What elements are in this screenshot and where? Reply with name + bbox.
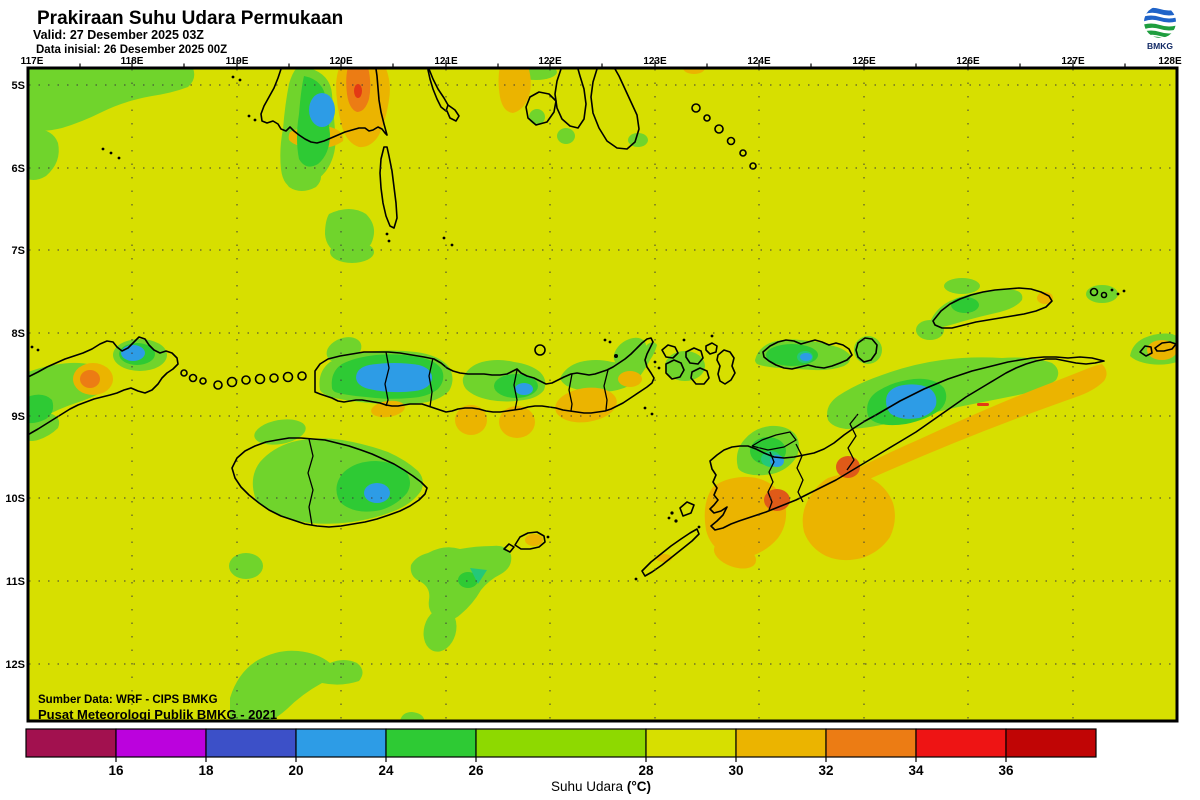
longitude-labels: 117E 118E 119E 120E 121E 122E 123E 124E … (21, 56, 1182, 67)
colorbar-tick-label: 36 (998, 763, 1014, 778)
legend-cell (475, 728, 647, 758)
lat-label: 5S (12, 80, 25, 92)
lat-label: 11S (6, 576, 25, 588)
colorbar-tick-label: 26 (468, 763, 484, 778)
lon-label: 127E (1061, 56, 1085, 67)
lat-label: 12S (5, 659, 25, 671)
lon-label: 122E (538, 56, 562, 67)
longitude-ticks (79, 60, 1126, 67)
lon-label: 120E (329, 56, 353, 67)
lon-label: 118E (121, 56, 144, 67)
lat-label: 9S (12, 411, 25, 423)
lon-label: 123E (643, 56, 667, 67)
islet-specks (30, 75, 1126, 581)
map-frame (26, 66, 1179, 723)
lon-label: 125E (852, 56, 876, 67)
lon-label: 128E (1158, 56, 1182, 67)
init-time-label: Data inisial: 26 Desember 2025 00Z (36, 44, 227, 56)
lon-label: 126E (956, 56, 980, 67)
colorbar-tick-label: 28 (638, 763, 654, 778)
valid-time-label: Valid: 27 Desember 2025 03Z (33, 28, 204, 42)
colorbar-tick-label: 30 (728, 763, 743, 778)
temperature-colorbar: 16 18 20 24 26 28 30 32 34 36 Suhu Udara… (25, 728, 1097, 794)
legend-cell (825, 728, 917, 758)
legend-cell (735, 728, 827, 758)
legend-cell (645, 728, 737, 758)
data-source-line: Sumber Data: WRF - CIPS BMKG (38, 694, 218, 706)
colorbar-tick-label: 34 (908, 763, 924, 778)
legend-cell (295, 728, 387, 758)
colorbar-tick-label: 18 (198, 763, 214, 778)
colorbar-tick-label: 20 (288, 763, 303, 778)
bmkg-logo-icon (1144, 6, 1176, 38)
bmkg-logo: BMKG (1144, 6, 1176, 51)
colorbar-tick-label: 24 (378, 763, 394, 778)
page-title: Prakiraan Suhu Udara Permukaan (37, 8, 343, 29)
graticule-grid (29, 69, 1176, 720)
lon-label: 117E (21, 56, 44, 67)
legend-cell (915, 728, 1007, 758)
legend-cell (115, 728, 207, 758)
bmkg-logo-label: BMKG (1147, 41, 1173, 51)
lat-label: 8S (12, 328, 25, 340)
latitude-labels: 5S 6S 7S 8S 9S 10S 11S 12S (5, 80, 25, 671)
colorbar-tick-label: 16 (108, 763, 124, 778)
legend-cell (385, 728, 477, 758)
legend-cell (25, 728, 117, 758)
lat-label: 7S (12, 245, 25, 257)
colorbar-tick-label: 32 (818, 763, 833, 778)
publisher-line: Pusat Meteorologi Publik BMKG - 2021 (38, 707, 277, 722)
lat-label: 10S (5, 493, 25, 505)
lon-label: 119E (226, 56, 249, 67)
temperature-contours (28, 68, 1177, 721)
lon-label: 124E (747, 56, 771, 67)
lon-label: 121E (434, 56, 458, 67)
coastlines (28, 68, 1177, 581)
lat-label: 6S (12, 163, 25, 175)
colorbar-tick-labels: 16 18 20 24 26 28 30 32 34 36 (108, 763, 1014, 778)
legend-cell (205, 728, 297, 758)
colorbar-ticks (115, 757, 1007, 762)
legend-cell (1005, 728, 1097, 758)
colorbar-title: Suhu Udara (°C) (551, 779, 651, 794)
